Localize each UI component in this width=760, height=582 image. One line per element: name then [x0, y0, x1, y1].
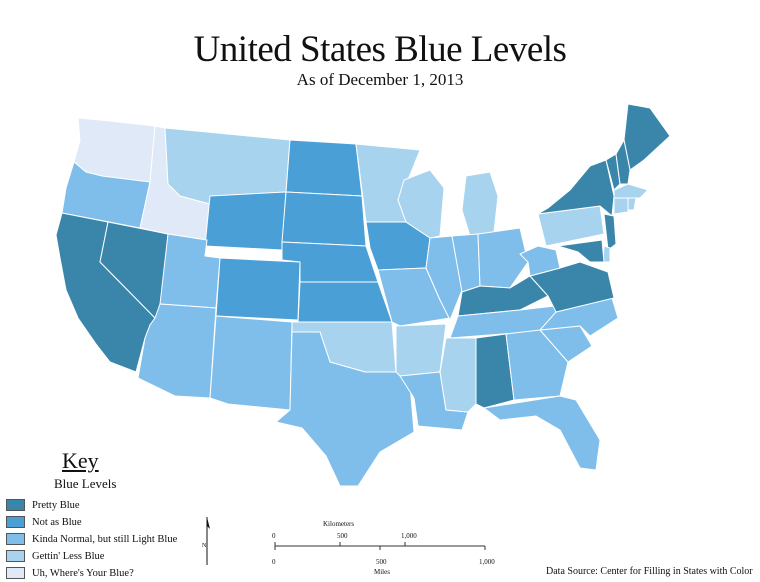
legend-subtitle: Blue Levels [54, 476, 117, 491]
scale-bottom-unit: Miles [374, 568, 390, 576]
scale-bottom-tick-1000: 1,000 [479, 558, 495, 566]
legend-item-not-as-blue: Not as Blue [6, 515, 82, 529]
legend-swatch [6, 550, 25, 562]
state-connecticut [613, 197, 629, 215]
state-arkansas [395, 323, 447, 377]
map-title: United States Blue Levels [193, 29, 567, 70]
legend-label: Uh, Where's Your Blue? [32, 567, 134, 579]
state-wyoming [204, 191, 287, 251]
state-north-dakota [285, 139, 363, 197]
legend-swatch [6, 499, 25, 511]
state-wisconsin [397, 169, 445, 239]
state-georgia [505, 329, 569, 401]
north-arrow-icon: N [202, 517, 210, 565]
state-new-hampshire [615, 139, 631, 185]
legend-item-pretty-blue: Pretty Blue [6, 498, 80, 512]
scale-bottom-tick-0: 0 [272, 558, 276, 566]
legend-label: Not as Blue [32, 516, 82, 528]
legend-item-kinda-normal: Kinda Normal, but still Light Blue [6, 532, 177, 546]
state-kansas [297, 281, 393, 323]
state-new-york [537, 159, 615, 217]
state-south-dakota [281, 191, 367, 247]
state-ohio [477, 227, 529, 289]
state-virginia [529, 261, 615, 313]
state-west-virginia [519, 245, 561, 277]
state-maryland [557, 239, 605, 263]
legend-label: Gettin' Less Blue [32, 550, 105, 562]
scale-top-tick-500: 500 [337, 532, 348, 540]
state-mississippi [439, 337, 477, 413]
legend-swatch [6, 567, 25, 579]
state-rhode-island [627, 197, 637, 211]
state-massachusetts [613, 183, 649, 199]
state-new-mexico [209, 315, 293, 411]
legend-title: Key [62, 448, 99, 473]
scale-ruler [274, 542, 486, 550]
state-colorado [215, 257, 301, 321]
legend-swatch [6, 516, 25, 528]
state-michigan [461, 171, 499, 237]
data-source: Data Source: Center for Filling in State… [546, 566, 753, 577]
state-maine [623, 103, 671, 171]
scale-top-unit: Kilometers [323, 520, 355, 528]
legend-label: Pretty Blue [32, 499, 80, 511]
legend-item-uh-wheres: Uh, Where's Your Blue? [6, 566, 134, 580]
north-arrow-label: N [202, 543, 207, 549]
scale-bottom-tick-500: 500 [376, 558, 387, 566]
state-new-jersey [603, 213, 617, 251]
state-alabama [475, 333, 515, 409]
state-texas [275, 331, 415, 487]
scale-top-tick-0: 0 [272, 532, 276, 540]
scale-bar: Kilometers 0 500 1,000 0 500 1,000 Miles [255, 520, 505, 580]
scale-top-tick-1000: 1,000 [401, 532, 417, 540]
legend-swatch [6, 533, 25, 545]
map-subtitle: As of December 1, 2013 [296, 70, 464, 89]
legend-item-gettin-less: Gettin' Less Blue [6, 549, 104, 563]
legend-label: Kinda Normal, but still Light Blue [32, 533, 178, 545]
state-florida [483, 395, 601, 471]
